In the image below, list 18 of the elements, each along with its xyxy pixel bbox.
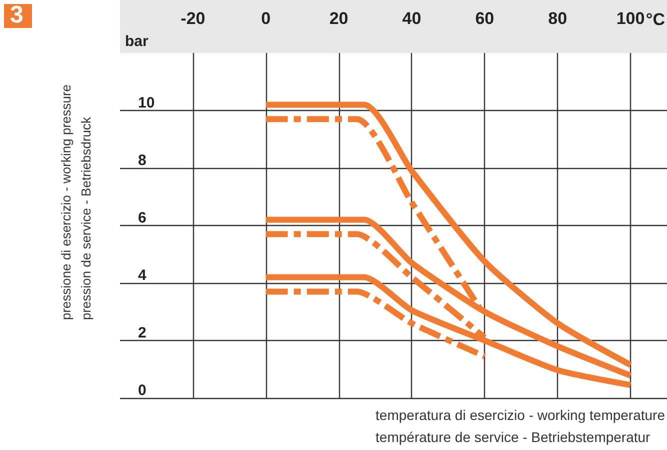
x-tick-label: 100 [616,9,645,28]
y-axis-title: pressione di esercizio - working pressure pression de service - Betriebsdruck [58,84,94,320]
y-tick-label: 6 [138,210,146,226]
text: bar [125,33,149,50]
x-tick-label: 60 [475,9,494,28]
text: 3 [10,2,24,28]
x-tick-label: -20 [180,9,206,28]
x-tick-label: 20 [329,9,348,28]
text: °C [646,10,666,29]
x-axis-title: temperatura di esercizio - working temperature température de service - Betriebstemperatur [376,407,666,445]
y-tick-label: 8 [138,152,146,169]
y-tick-label: 0 [138,382,146,399]
y-tick-label: 2 [138,324,146,342]
y-tick-label: 10 [138,94,155,112]
x-tick-label: 0 [261,9,271,28]
x-tick-label: 40 [402,9,422,28]
x-tick-label: 80 [548,9,568,28]
y-tick-label: 4 [138,267,147,284]
